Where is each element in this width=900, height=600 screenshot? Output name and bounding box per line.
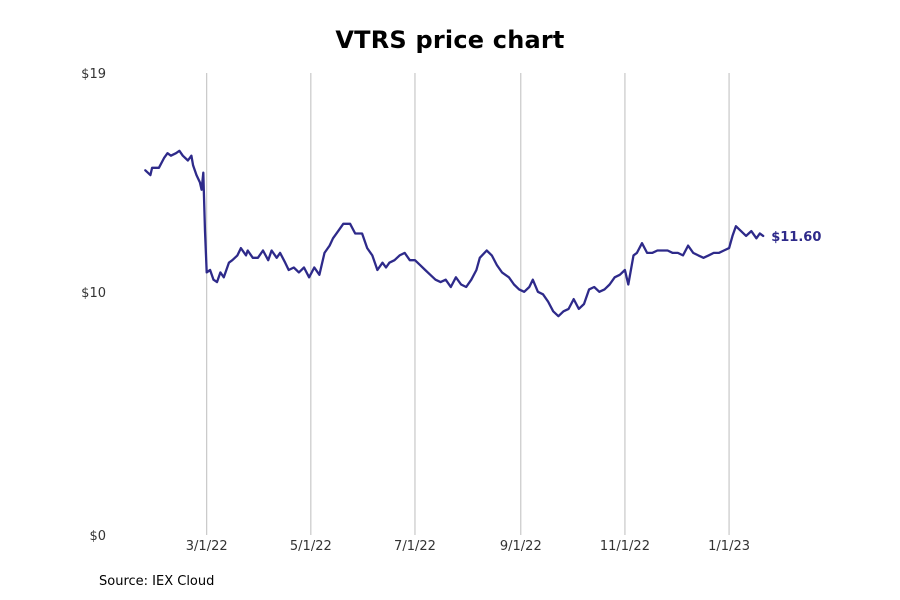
price-series-line [144,149,765,318]
y-tick-label: $10 [81,286,106,301]
last-price-label: $11.60 [771,230,821,245]
x-tick-label: 1/1/23 [708,539,750,554]
x-tick-label: 7/1/22 [394,539,436,554]
gridlines [206,73,730,535]
x-axis-tick-labels: 3/1/22 5/1/22 7/1/22 9/1/22 11/1/22 1/1/23 [186,539,750,554]
y-tick-label: $0 [89,529,106,544]
x-tick-label: 3/1/22 [186,539,228,554]
series-layer: $11.60 [144,149,821,318]
chart-title: VTRS price chart [335,26,565,54]
source-note: Source: IEX Cloud [99,574,215,589]
x-tick-label: 9/1/22 [500,539,542,554]
x-tick-label: 11/1/22 [600,539,650,554]
x-tick-label: 5/1/22 [290,539,332,554]
y-axis-tick-labels: $0 $10 $19 [81,67,106,544]
y-tick-label: $19 [81,67,106,82]
